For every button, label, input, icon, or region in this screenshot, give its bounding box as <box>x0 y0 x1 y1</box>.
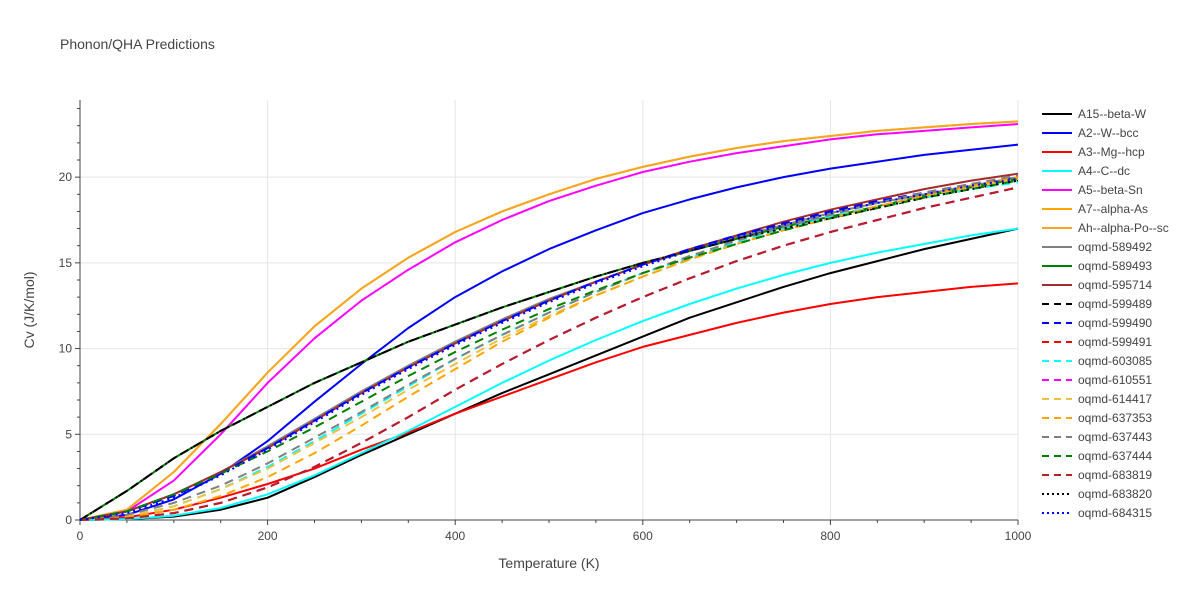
series-line <box>79 227 1019 521</box>
legend-label: Ah--alpha-Po--sc <box>1078 221 1169 235</box>
x-axis-label: Temperature (K) <box>498 555 599 571</box>
y-tick-label: 10 <box>59 342 73 356</box>
series-line <box>79 174 1019 521</box>
series-line <box>79 120 1019 521</box>
y-tick-label: 20 <box>59 170 73 184</box>
x-tick-label: 600 <box>633 529 653 543</box>
legend-label: oqmd-683819 <box>1078 468 1152 482</box>
series-line <box>79 123 1019 521</box>
legend-label: oqmd-599491 <box>1078 335 1152 349</box>
series-line <box>79 179 1019 521</box>
legend-label: A3--Mg--hcp <box>1078 145 1145 159</box>
legend-label: oqmd-599489 <box>1078 297 1152 311</box>
series-line <box>79 177 1019 521</box>
x-tick-label: 200 <box>258 529 278 543</box>
legend-label: oqmd-684315 <box>1078 506 1152 520</box>
legend-label: oqmd-610551 <box>1078 373 1152 387</box>
legend-label: oqmd-614417 <box>1078 392 1152 406</box>
y-tick-label: 5 <box>65 427 72 441</box>
legend-label: oqmd-603085 <box>1078 354 1152 368</box>
legend-label: A2--W--bcc <box>1078 126 1138 140</box>
legend-label: oqmd-589492 <box>1078 240 1152 254</box>
legend-label: oqmd-683820 <box>1078 487 1152 501</box>
series-line <box>79 179 1019 521</box>
legend-label: A15--beta-W <box>1078 107 1147 121</box>
x-tick-label: 800 <box>820 529 840 543</box>
series-line <box>79 181 1019 521</box>
chart-title: Phonon/QHA Predictions <box>60 36 215 52</box>
series-line <box>79 177 1019 521</box>
x-tick-label: 400 <box>445 529 465 543</box>
legend-label: A7--alpha-As <box>1078 202 1148 216</box>
legend-label: oqmd-599490 <box>1078 316 1152 330</box>
series-line <box>79 186 1019 521</box>
x-tick-label: 0 <box>77 529 84 543</box>
series-line <box>79 172 1019 521</box>
legend-label: A4--C--dc <box>1078 164 1130 178</box>
y-tick-label: 0 <box>65 513 72 527</box>
series-line <box>79 177 1019 521</box>
y-axis-label: Cv (J/K/mol) <box>21 272 37 349</box>
legend-label: oqmd-589493 <box>1078 259 1152 273</box>
y-tick-label: 15 <box>59 256 73 270</box>
legend-label: oqmd-595714 <box>1078 278 1152 292</box>
series-line <box>79 186 1019 521</box>
legend-label: A5--beta-Sn <box>1078 183 1143 197</box>
series-line <box>79 186 1019 521</box>
series-line <box>79 282 1019 521</box>
series-line <box>79 176 1019 521</box>
x-tick-label: 1000 <box>1005 529 1032 543</box>
series-line <box>79 179 1019 521</box>
legend-label: oqmd-637444 <box>1078 449 1152 463</box>
legend-label: oqmd-637443 <box>1078 430 1152 444</box>
series-line <box>79 176 1019 521</box>
legend-label: oqmd-637353 <box>1078 411 1152 425</box>
series-line <box>79 227 1019 521</box>
series-line <box>79 120 1019 521</box>
